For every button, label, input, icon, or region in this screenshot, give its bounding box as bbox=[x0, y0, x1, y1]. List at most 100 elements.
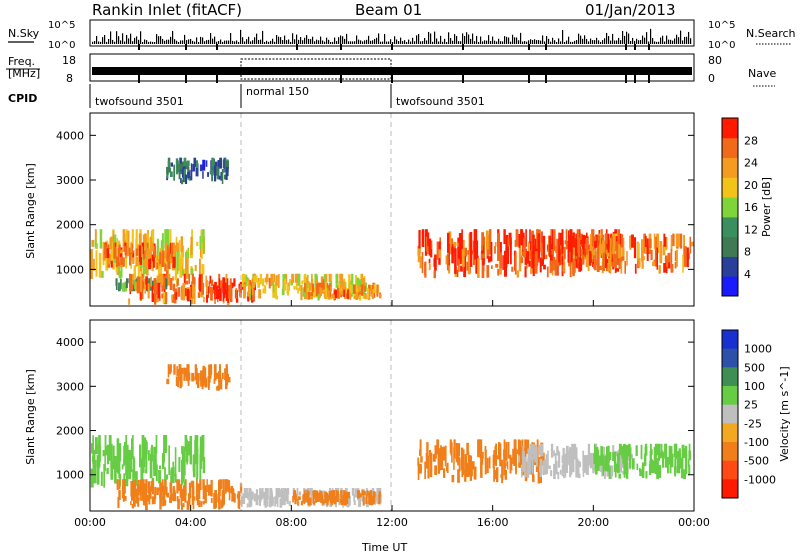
data-cell bbox=[282, 274, 285, 290]
nsky-bar bbox=[326, 37, 328, 44]
nsky-bar bbox=[640, 40, 642, 44]
data-cell bbox=[434, 254, 437, 271]
data-cell bbox=[505, 243, 508, 254]
nsky-bar bbox=[508, 37, 510, 44]
data-cell bbox=[645, 471, 648, 479]
data-cell bbox=[434, 445, 437, 459]
data-cell bbox=[210, 498, 213, 503]
data-cell bbox=[607, 446, 610, 468]
data-cell bbox=[255, 489, 259, 500]
data-cell bbox=[288, 501, 291, 506]
data-cell bbox=[302, 287, 306, 297]
nsky-bar bbox=[220, 39, 222, 44]
data-cell bbox=[417, 457, 419, 467]
data-cell bbox=[213, 364, 217, 381]
data-cell bbox=[115, 278, 118, 286]
data-cell bbox=[293, 286, 296, 290]
data-cell bbox=[364, 292, 367, 299]
nsky-bar bbox=[684, 36, 686, 44]
data-cell bbox=[166, 174, 169, 179]
data-cell bbox=[553, 256, 556, 271]
nsky-bar bbox=[566, 40, 568, 44]
velocity-colorbar-tick: -100 bbox=[744, 436, 769, 449]
data-cell bbox=[187, 171, 190, 178]
data-cell bbox=[325, 273, 328, 283]
data-cell bbox=[112, 445, 115, 470]
data-cell bbox=[201, 283, 204, 295]
power-colorbar-label: Power [dB] bbox=[760, 177, 773, 237]
nsky-bar bbox=[638, 40, 640, 44]
data-cell bbox=[636, 463, 639, 471]
data-cell bbox=[529, 241, 532, 259]
data-cell bbox=[523, 238, 526, 258]
data-cell bbox=[161, 293, 164, 299]
data-cell bbox=[494, 246, 496, 254]
data-cell bbox=[210, 279, 214, 286]
data-cell bbox=[344, 287, 347, 299]
data-cell bbox=[270, 490, 273, 499]
data-cell bbox=[648, 238, 652, 248]
data-cell bbox=[608, 451, 612, 460]
data-cell bbox=[118, 479, 121, 490]
data-cell bbox=[167, 492, 170, 498]
nsky-bar bbox=[668, 39, 670, 44]
nsky-bar bbox=[396, 39, 398, 44]
nsky-bar bbox=[430, 33, 432, 44]
data-cell bbox=[520, 257, 524, 263]
power-colorbar-block bbox=[722, 276, 738, 297]
data-cell bbox=[340, 490, 343, 497]
nsky-bar bbox=[624, 35, 626, 44]
scan-marker bbox=[185, 44, 187, 50]
data-cell bbox=[258, 289, 262, 299]
data-cell bbox=[196, 241, 199, 247]
freq-scan-marks bbox=[138, 75, 650, 83]
power-x-ticks bbox=[89, 300, 695, 306]
nsky-bar bbox=[374, 38, 376, 44]
data-cell bbox=[363, 277, 366, 287]
nsky-bar bbox=[542, 35, 544, 44]
nsky-bar bbox=[414, 41, 416, 44]
data-cell bbox=[296, 488, 299, 501]
data-cell bbox=[515, 229, 519, 247]
data-cell bbox=[90, 468, 94, 488]
data-cell bbox=[297, 287, 299, 294]
data-cell bbox=[480, 456, 483, 478]
data-cell bbox=[181, 368, 184, 374]
data-cell bbox=[92, 449, 96, 455]
data-cell bbox=[199, 445, 203, 469]
data-cell bbox=[575, 239, 578, 256]
data-cell bbox=[201, 229, 203, 254]
data-cell bbox=[190, 170, 193, 181]
data-cell bbox=[202, 435, 205, 452]
nsky-scale-bottom: 10^0 bbox=[48, 40, 75, 51]
data-cell bbox=[614, 253, 617, 268]
data-cell bbox=[271, 493, 273, 506]
data-cell bbox=[176, 247, 179, 271]
nsky-bar bbox=[634, 40, 636, 44]
nsky-bar bbox=[330, 41, 332, 44]
data-cell bbox=[226, 278, 229, 290]
power-colorbar-block bbox=[722, 216, 738, 238]
data-cell bbox=[339, 282, 342, 289]
data-cell bbox=[364, 491, 366, 496]
data-cell bbox=[436, 439, 440, 455]
data-cell bbox=[670, 446, 673, 456]
data-cell bbox=[93, 258, 95, 271]
data-cell bbox=[153, 446, 156, 458]
data-cell bbox=[687, 459, 690, 467]
data-cell bbox=[620, 459, 624, 468]
data-cell bbox=[217, 160, 220, 167]
nsky-bar bbox=[110, 31, 112, 44]
data-cell bbox=[115, 283, 118, 290]
data-cell bbox=[153, 278, 157, 291]
data-cell bbox=[594, 456, 597, 471]
data-cell bbox=[656, 247, 658, 270]
nsky-bar bbox=[354, 41, 356, 44]
data-cell bbox=[320, 291, 323, 296]
data-cell bbox=[118, 245, 121, 252]
data-cell bbox=[514, 255, 517, 271]
data-cell bbox=[181, 285, 183, 297]
freq-strip: Freq. [MHz] 18 8 80 0 Nave bbox=[6, 53, 776, 87]
data-cell bbox=[189, 436, 192, 465]
data-cell bbox=[637, 243, 640, 259]
